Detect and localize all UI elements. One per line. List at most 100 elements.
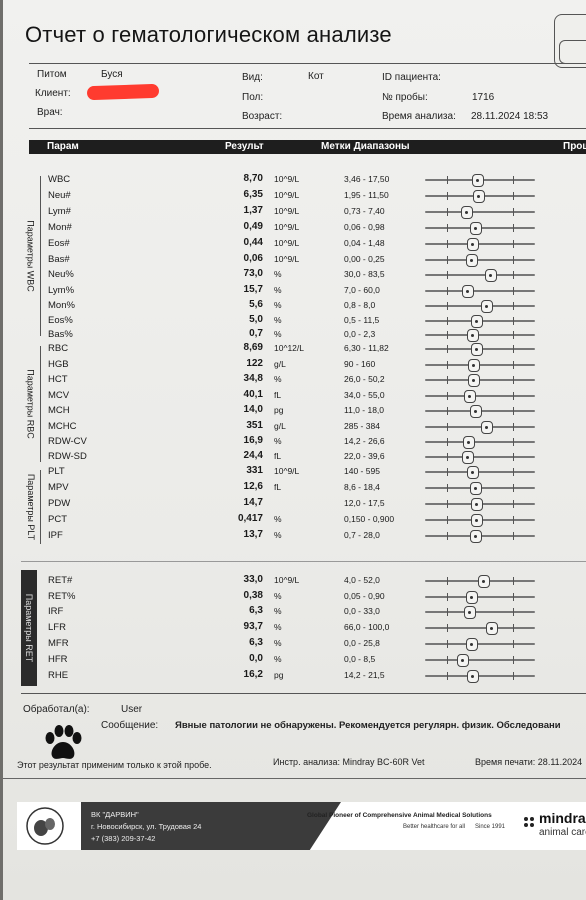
analysis-time-label: Время анализа:: [382, 111, 456, 122]
row-range: 11,0 - 18,0: [344, 405, 385, 415]
row-param: MPV: [48, 482, 69, 493]
corner-frame-inner: [559, 40, 586, 64]
message-label: Сообщение:: [101, 720, 159, 731]
row-value: 0,38: [243, 590, 263, 601]
pet-value: Буся: [101, 69, 123, 80]
range-track: [425, 343, 535, 356]
range-track: [425, 374, 535, 387]
row-value: 8,70: [243, 173, 263, 184]
range-tick-low: [447, 423, 448, 431]
range-marker: [470, 530, 482, 543]
row-value: 13,7: [243, 529, 263, 540]
range-tick-low: [447, 331, 448, 339]
row-param: RDW-CV: [48, 436, 87, 447]
group-plt-bar: [40, 470, 41, 544]
patient-id-label: ID пациента:: [382, 72, 441, 83]
table-row: Bas# 0,06 10^9/L 0,00 - 0,25: [3, 252, 586, 267]
row-unit: pg: [274, 670, 284, 680]
row-unit: %: [274, 530, 282, 540]
table-row: MCH 14,0 pg 11,0 - 18,0: [3, 403, 586, 418]
table-row: HCT 34,8% 26,0 - 50,2: [3, 372, 586, 387]
footer-print-time: Время печати: 28.11.2024: [475, 757, 583, 767]
row-value: 93,7: [243, 621, 263, 632]
col-extra: Прош: [563, 141, 586, 152]
row-unit: 10^9/L: [274, 466, 300, 476]
table-row: RBC 8,69 10^12/L 6,30 - 11,82: [3, 341, 586, 356]
range-tick-low: [447, 240, 448, 248]
row-value: 34,8: [243, 373, 263, 384]
range-marker: [464, 606, 476, 619]
sex-label: Пол:: [242, 92, 264, 103]
row-range: 30,0 - 83,5: [344, 269, 385, 279]
range-tick-high: [513, 271, 514, 279]
range-track: [425, 575, 535, 588]
range-track: [425, 530, 535, 543]
range-tick-low: [447, 453, 448, 461]
range-tick-low: [447, 640, 448, 648]
age-label: Возраст:: [242, 111, 283, 122]
row-param: IPF: [48, 530, 63, 541]
range-marker: [463, 436, 475, 449]
mindray-logo-icon: [524, 817, 534, 827]
range-tick-low: [447, 271, 448, 279]
row-value: 12,6: [243, 481, 263, 492]
species-label: Вид:: [242, 72, 263, 83]
row-param: Eos%: [48, 315, 73, 326]
range-track: [425, 436, 535, 449]
table-row: PLT 331 10^9/L 140 - 595: [3, 464, 586, 479]
row-range: 0,06 - 0,98: [344, 222, 385, 232]
table-row: RET% 0,38% 0,05 - 0,90: [3, 589, 586, 604]
row-param: PLT: [48, 466, 65, 477]
clinic-address: г. Новосибирск, ул. Трудовая 24: [91, 822, 202, 831]
brand-sub: animal care: [539, 827, 586, 838]
row-param: RBC: [48, 343, 69, 354]
row-unit: %: [274, 374, 282, 384]
row-unit: fL: [274, 451, 282, 461]
row-range: 0,150 - 0,900: [344, 514, 395, 524]
banner-dark-band: ВК "ДАРВИН" г. Новосибирск, ул. Трудовая…: [81, 802, 341, 850]
row-value: 5,6: [249, 299, 263, 310]
banner-tagline: Better healthcare for all: [403, 824, 466, 830]
range-track: [425, 269, 535, 282]
range-marker: [457, 654, 469, 667]
range-marker: [471, 498, 483, 511]
range-tick-high: [513, 392, 514, 400]
table-row: MPV 12,6 fL 8,6 - 18,4: [3, 480, 586, 495]
row-unit: %: [274, 315, 282, 325]
group-rbc-bar: [40, 346, 41, 462]
row-value: 24,4: [243, 450, 263, 461]
row-value: 0,7: [249, 328, 263, 339]
table-row: Eos# 0,44 10^9/L 0,04 - 1,48: [3, 236, 586, 251]
range-track: [425, 451, 535, 464]
range-tick-low: [447, 532, 448, 540]
range-marker: [471, 514, 483, 527]
range-tick-high: [513, 516, 514, 524]
row-value: 351: [246, 420, 263, 431]
row-range: 0,0 - 2,3: [344, 329, 376, 339]
range-marker: [471, 315, 483, 328]
row-value: 16,2: [243, 669, 263, 680]
range-tick-high: [513, 484, 514, 492]
row-range: 0,7 - 28,0: [344, 530, 380, 540]
col-param: Парам: [47, 141, 79, 152]
range-track: [425, 638, 535, 651]
row-range: 3,46 - 17,50: [344, 174, 390, 184]
row-param: RHE: [48, 670, 69, 681]
row-range: 140 - 595: [344, 466, 380, 476]
doctor-label: Врач:: [37, 107, 63, 118]
range-tick-high: [513, 361, 514, 369]
range-marker: [485, 269, 497, 282]
table-row: IPF 13,7% 0,7 - 28,0: [3, 528, 586, 543]
group-ret: Параметры RET: [21, 570, 37, 686]
row-unit: 10^9/L: [274, 222, 300, 232]
results-table-header: Парам Результ Метки Диапазоны Прош: [29, 140, 586, 154]
table-row: Mon% 5,6% 0,8 - 8,0: [3, 298, 586, 313]
paw-icon: [45, 725, 82, 759]
row-unit: 10^9/L: [274, 174, 300, 184]
table-row: Lym% 15,7% 7,0 - 60,0: [3, 283, 586, 298]
processed-label: Обработал(а):: [23, 704, 90, 715]
range-tick-high: [513, 672, 514, 680]
row-range: 285 - 384: [344, 421, 380, 431]
row-value: 73,0: [243, 268, 263, 279]
row-unit: fL: [274, 390, 282, 400]
